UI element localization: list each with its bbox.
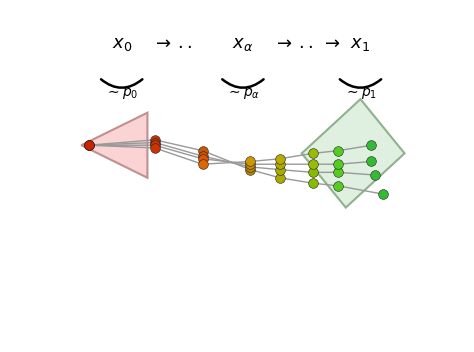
Polygon shape (301, 99, 405, 208)
Text: $\rightarrow$: $\rightarrow$ (152, 34, 172, 52)
Text: $x_0$: $x_0$ (111, 35, 132, 53)
Text: $\sim p_1$: $\sim p_1$ (344, 86, 377, 101)
Text: $\sim p_0$: $\sim p_0$ (105, 86, 138, 101)
Polygon shape (82, 113, 147, 178)
Text: $\sim p_{\alpha}$: $\sim p_{\alpha}$ (226, 86, 260, 101)
Text: $x_1$: $x_1$ (350, 35, 371, 53)
Text: $..$: $..$ (298, 34, 313, 52)
Text: $\rightarrow$: $\rightarrow$ (273, 34, 293, 52)
Text: $..$: $..$ (177, 34, 191, 52)
Text: $\rightarrow$: $\rightarrow$ (321, 34, 341, 52)
Text: $x_{\alpha}$: $x_{\alpha}$ (232, 35, 254, 53)
